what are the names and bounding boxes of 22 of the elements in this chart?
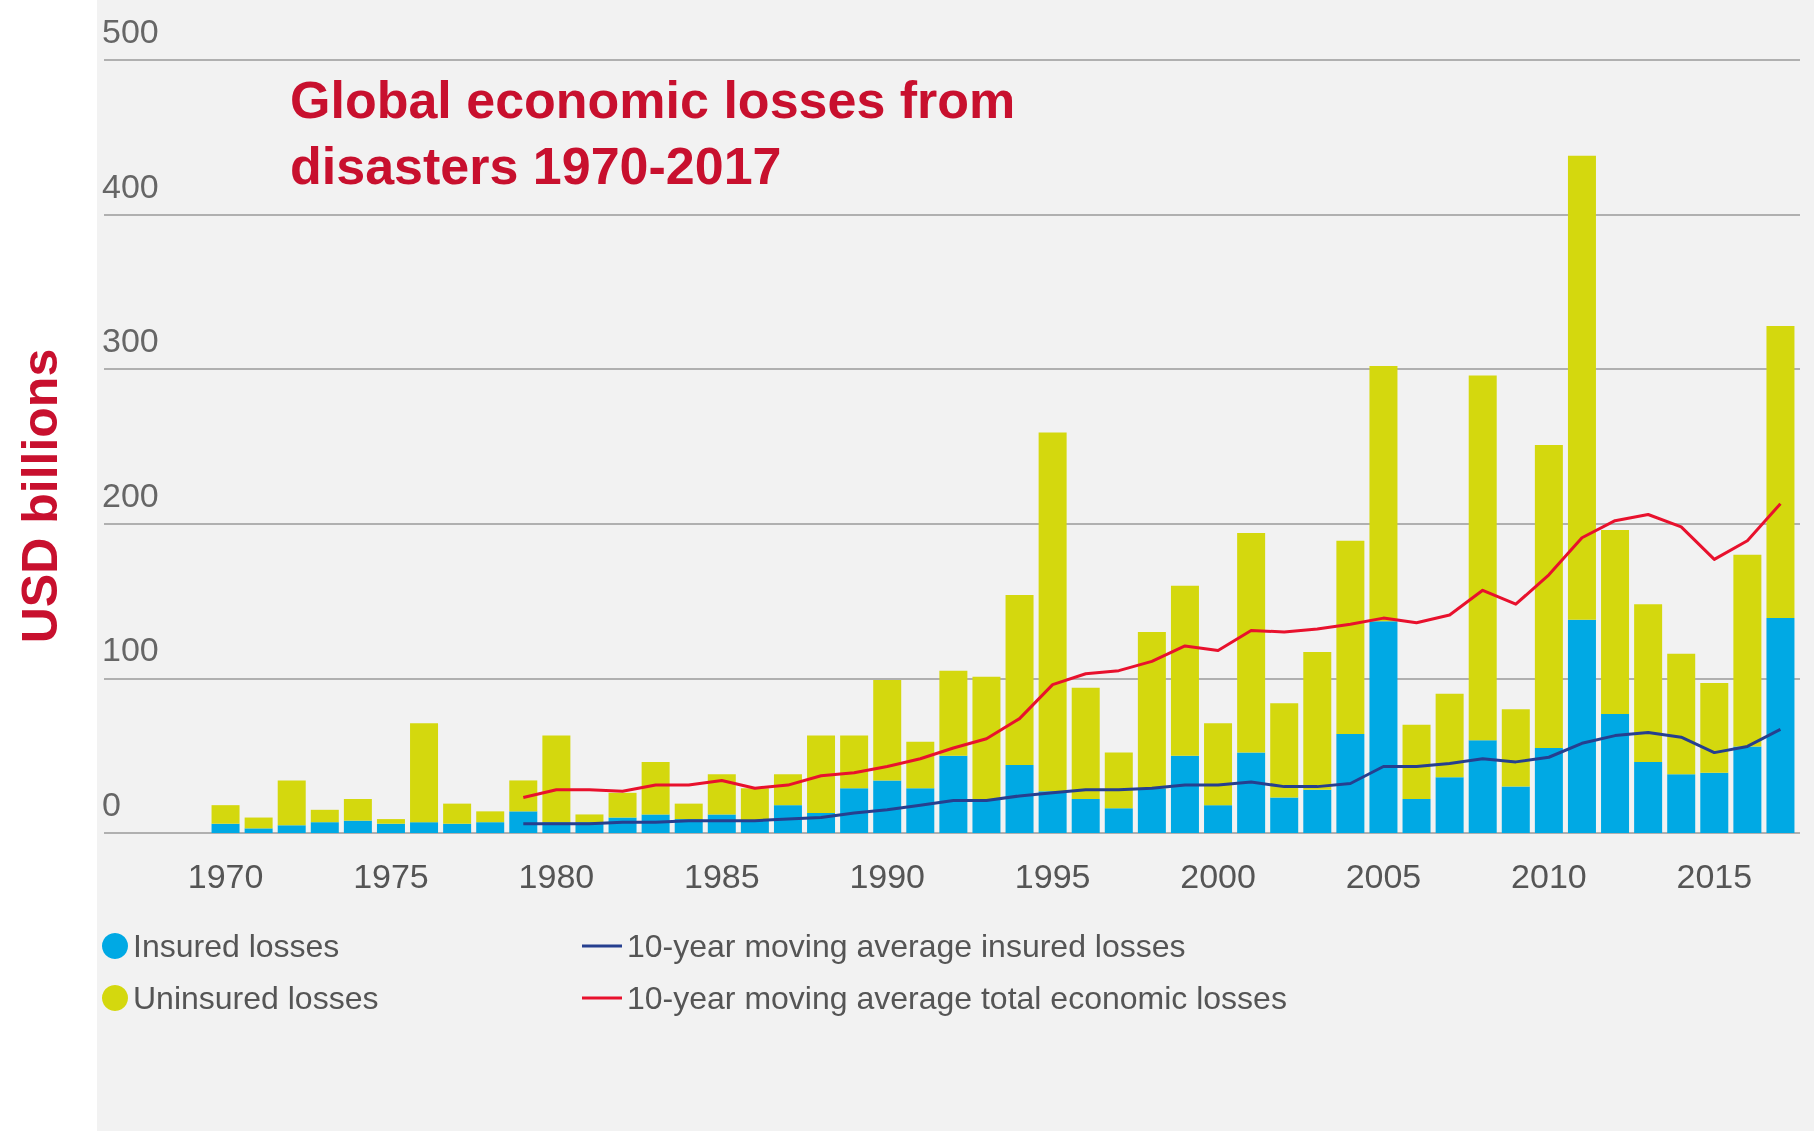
y-tick-label: 400 (102, 166, 159, 205)
legend-label: 10-year moving average insured losses (627, 928, 1186, 964)
x-tick-label: 1970 (187, 857, 264, 895)
x-tick-label: 1980 (518, 857, 595, 895)
y-tick-label: 100 (102, 630, 159, 669)
y-tick-label: 500 (102, 12, 159, 50)
x-tick-label: 2010 (1511, 857, 1587, 895)
x-tick-label: 1990 (849, 857, 926, 895)
y-tick-label: 300 (102, 321, 159, 360)
legend-label: Uninsured losses (133, 980, 379, 1016)
y-tick-label: 200 (102, 475, 159, 514)
y-tick-label: 0 (102, 785, 121, 823)
text: Global economic losses from disasters 1970-2017 (290, 71, 1016, 195)
x-tick-label: 1975 (353, 857, 429, 895)
legend-label: Insured losses (133, 928, 340, 964)
x-tick-label: 1995 (1014, 857, 1091, 895)
x-tick-label: 2000 (1180, 857, 1256, 895)
x-tick-label: 2005 (1345, 857, 1422, 895)
x-tick-label: 2015 (1676, 857, 1753, 895)
x-tick-label: 1985 (683, 857, 760, 895)
legend-label: 10-year moving average total economic losses (627, 980, 1287, 1016)
y-axis-title: USD billions (11, 348, 69, 643)
